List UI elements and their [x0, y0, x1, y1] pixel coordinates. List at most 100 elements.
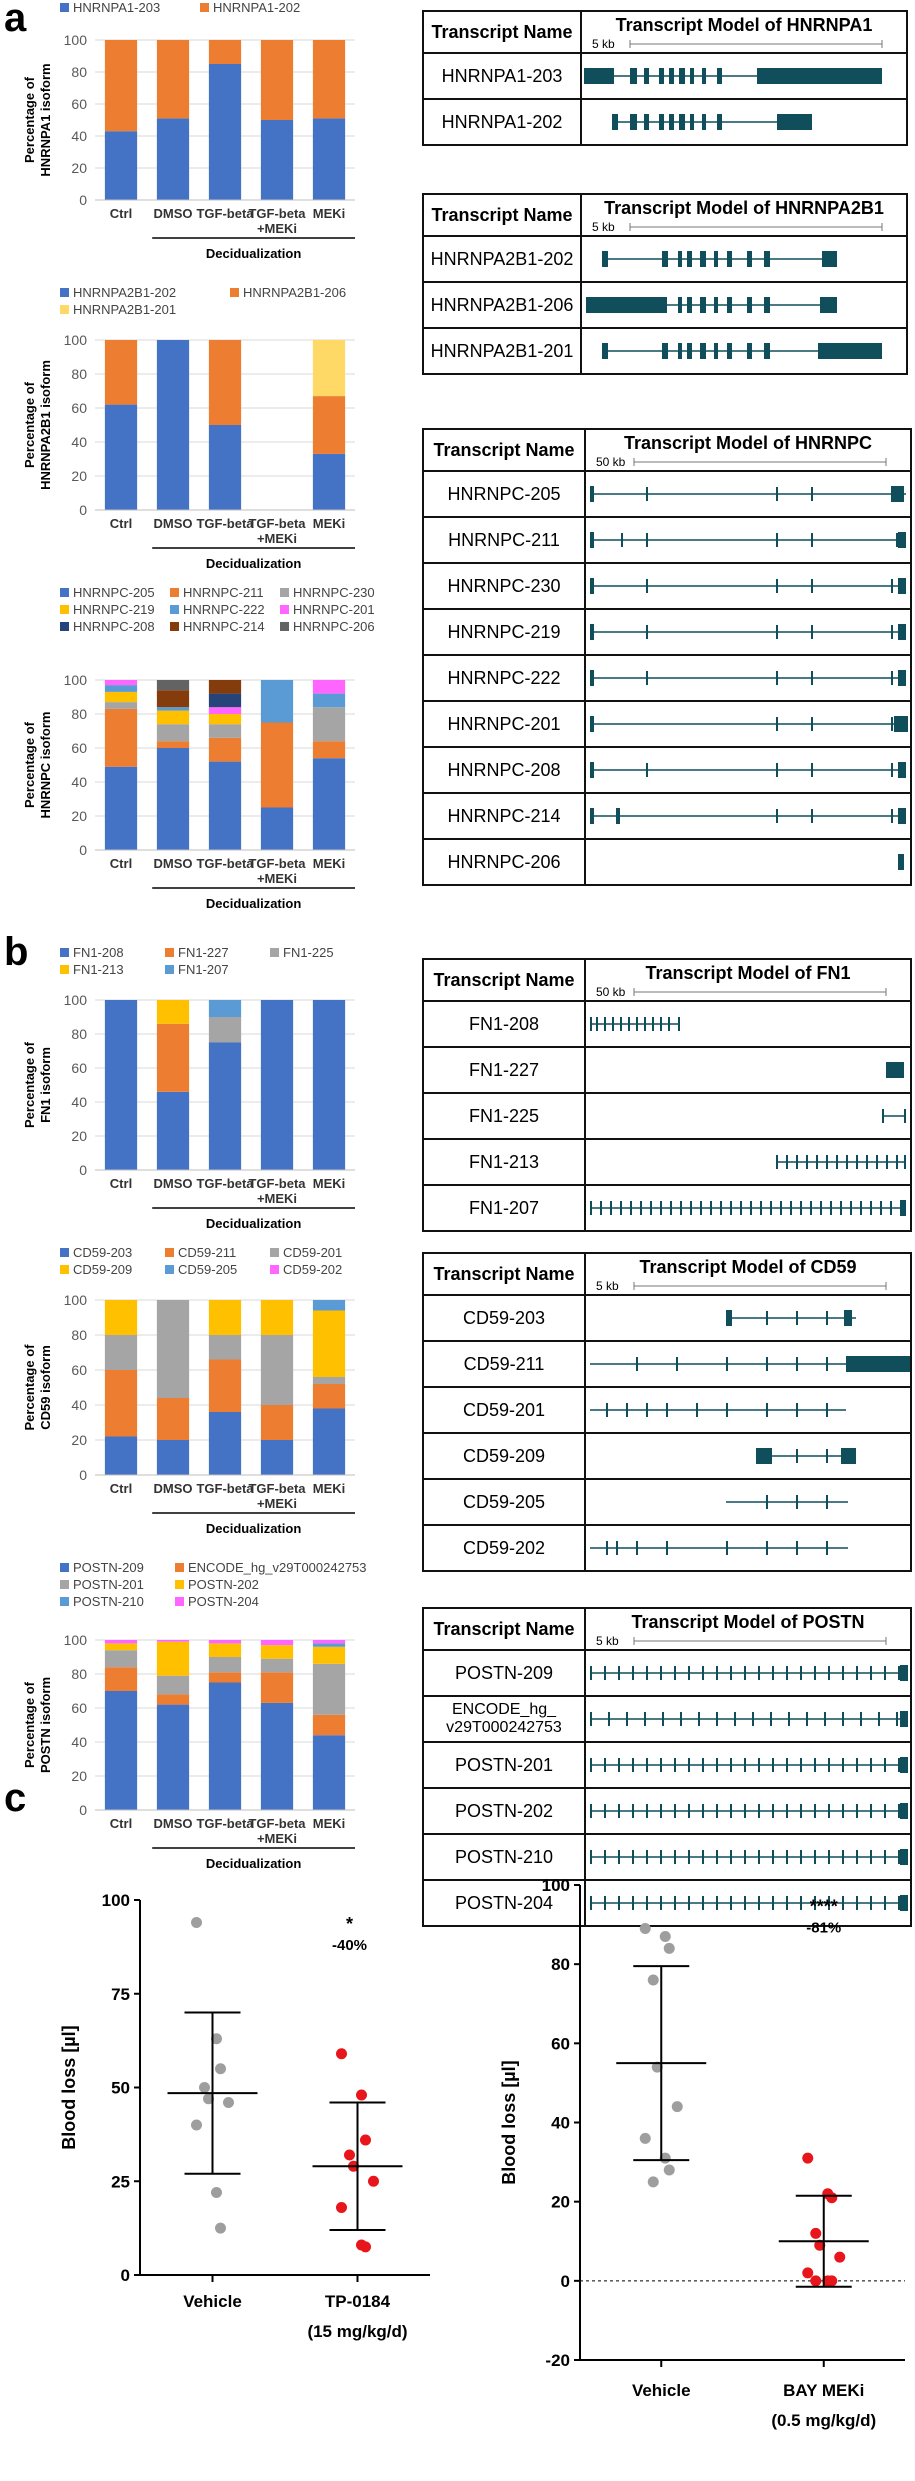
- transcript-name: POSTN-204: [422, 1879, 586, 1927]
- transcript-model: [584, 1092, 912, 1140]
- table-row: FN1-213: [422, 1138, 912, 1186]
- x-tick-label-line: +MEKi: [257, 221, 297, 236]
- y-tick-label: -20: [545, 2351, 570, 2370]
- panel-label-a: a: [4, 0, 27, 40]
- x-tick-label: TGF-beta +MEKi: [248, 1816, 306, 1846]
- y-tick-label: 0: [79, 502, 87, 518]
- legend-label: FN1-213: [73, 962, 124, 977]
- data-point: [647, 2176, 659, 2188]
- y-tick-label: 50: [111, 2079, 130, 2098]
- exon: [776, 1155, 778, 1169]
- table-row: HNRNPC-222: [422, 654, 912, 702]
- x-tick-label: MEKi: [313, 1816, 346, 1831]
- y-axis-label: Percentage ofCD59 isoform: [22, 1344, 53, 1431]
- exon: [670, 1201, 672, 1215]
- exon: [668, 1017, 670, 1031]
- gene-model: [726, 1310, 856, 1326]
- transcript-model: [584, 792, 912, 840]
- x-tick-label: Ctrl: [110, 206, 132, 221]
- exon: [856, 1804, 858, 1818]
- legend-swatch: [280, 588, 289, 597]
- exon: [826, 1357, 828, 1371]
- bar-segment: [104, 1640, 138, 1644]
- panel-label-b: b: [4, 930, 29, 974]
- x-tick-label-line: +MEKi: [257, 1191, 297, 1206]
- transcript-name: CD59-211: [422, 1340, 586, 1388]
- exon: [884, 1896, 886, 1910]
- legend-label: CD59-211: [178, 1245, 236, 1260]
- exon: [758, 1804, 760, 1818]
- exon: [842, 1850, 844, 1864]
- bar-segment: [156, 1000, 190, 1024]
- exon: [866, 1155, 868, 1169]
- legend-swatch: [60, 588, 69, 597]
- bar-segment: [208, 1640, 242, 1644]
- exon: [776, 717, 778, 731]
- transcript-model-title: Transcript Model of CD59: [639, 1257, 857, 1277]
- fn1-isoform-bar-chart: FN1-208 FN1-227 FN1-225 FN1-213 FN1-207 0 20 40…: [22, 945, 355, 1231]
- table-header-transcript-name: Transcript Name: [422, 1252, 586, 1296]
- x-tick-label: Ctrl: [110, 516, 132, 531]
- bar-segment: [156, 1091, 190, 1170]
- bar-segment: [312, 1735, 346, 1810]
- exon: [842, 1804, 844, 1818]
- x-tick-label: TP-0184: [325, 2292, 391, 2311]
- x-tick-label-line: DMSO: [154, 206, 193, 221]
- y-tick-label: 0: [79, 1162, 87, 1178]
- exon-block: [898, 532, 906, 548]
- bar-segment: [312, 1310, 346, 1377]
- exon: [826, 1155, 828, 1169]
- legend-swatch: [270, 1265, 279, 1274]
- table-row: FN1-225: [422, 1092, 912, 1140]
- exon-block: [844, 1310, 852, 1326]
- bar-segment: [104, 404, 138, 510]
- exon: [606, 1403, 608, 1417]
- bar-segment: [312, 1643, 346, 1647]
- exon: [716, 1666, 718, 1680]
- y-axis-label-line: FN1 isoform: [38, 1047, 53, 1123]
- exon-block: [687, 343, 692, 359]
- exon: [730, 1896, 732, 1910]
- exon: [702, 1896, 704, 1910]
- y-tick-label: 80: [71, 64, 87, 80]
- hnrnpa1-transcript-table: Transcript Name Transcript Model of HNRNP…: [422, 10, 908, 146]
- exon: [814, 1666, 816, 1680]
- bar-segment: [156, 741, 190, 748]
- bar-segment: [260, 1672, 294, 1703]
- exon: [688, 1758, 690, 1772]
- exon: [786, 1896, 788, 1910]
- exon-block: [764, 343, 770, 359]
- x-tick-label: BAY MEKi: [783, 2381, 864, 2400]
- table-row: HNRNPA2B1-201: [422, 327, 908, 375]
- legend-label: HNRNPC-208: [73, 619, 155, 634]
- y-axis-label-line: POSTN isoform: [38, 1677, 53, 1773]
- exon-block: [846, 1356, 910, 1372]
- exon: [856, 1850, 858, 1864]
- exon: [800, 1896, 802, 1910]
- exon-block: [717, 68, 722, 84]
- bar-segment: [312, 453, 346, 510]
- gene-model: [590, 808, 906, 824]
- exon: [674, 1666, 676, 1680]
- exon: [606, 1541, 608, 1555]
- bar-segment: [208, 1359, 242, 1412]
- x-tick-label-line: Ctrl: [110, 516, 132, 531]
- bar-segment: [208, 1412, 242, 1475]
- exon-block: [678, 297, 682, 313]
- hnrnpa2b1-transcript-table: Transcript Name Transcript Model of HNRNP…: [422, 193, 908, 375]
- exon-block: [678, 343, 682, 359]
- exon: [811, 579, 813, 593]
- y-tick-label: 0: [561, 2272, 570, 2291]
- exon: [766, 1495, 768, 1509]
- exon: [796, 1155, 798, 1169]
- gene-model: [886, 1062, 904, 1078]
- group-label: Decidualization: [206, 556, 301, 571]
- exon: [644, 1017, 646, 1031]
- transcript-name: HNRNPC-219: [422, 608, 586, 656]
- exon: [870, 1758, 872, 1772]
- bar-segment: [104, 1335, 138, 1370]
- bar-segment: [208, 714, 242, 725]
- exon: [880, 1201, 882, 1215]
- exon: [698, 1712, 700, 1726]
- exon: [870, 1201, 872, 1215]
